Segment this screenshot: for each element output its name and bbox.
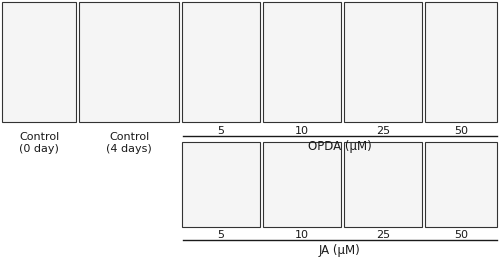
- Text: JA (μM): JA (μM): [319, 244, 361, 257]
- Text: 5: 5: [218, 126, 224, 136]
- Text: 50: 50: [454, 126, 468, 136]
- Bar: [425, 2, 497, 122]
- Text: 10: 10: [295, 230, 309, 240]
- Bar: [263, 2, 341, 122]
- Text: OPDA (μM): OPDA (μM): [308, 140, 372, 153]
- Bar: [182, 2, 260, 122]
- Bar: [263, 142, 341, 227]
- Text: 25: 25: [376, 230, 390, 240]
- Bar: [2, 2, 76, 122]
- Text: Control
(4 days): Control (4 days): [106, 132, 152, 154]
- Bar: [425, 142, 497, 227]
- Text: Control
(0 day): Control (0 day): [19, 132, 59, 154]
- Bar: [182, 142, 260, 227]
- Bar: [344, 2, 422, 122]
- Text: 50: 50: [454, 230, 468, 240]
- Bar: [344, 142, 422, 227]
- Text: 10: 10: [295, 126, 309, 136]
- Bar: [79, 2, 179, 122]
- Text: 5: 5: [218, 230, 224, 240]
- Text: 25: 25: [376, 126, 390, 136]
